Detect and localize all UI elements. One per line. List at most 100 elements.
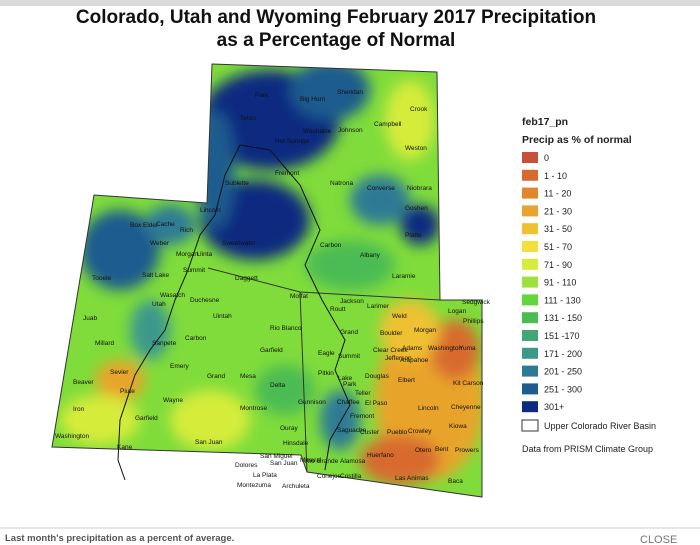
county-label: Lincoln xyxy=(200,207,221,214)
legend-label: 51 - 70 xyxy=(544,242,572,252)
legend-swatch xyxy=(522,330,538,341)
legend-label: 151 -170 xyxy=(544,331,580,341)
legend-label: 21 - 30 xyxy=(544,206,572,216)
county-label: Cache xyxy=(156,221,175,228)
legend-heading: Precip as % of normal xyxy=(522,134,632,146)
county-label: Park xyxy=(343,381,357,388)
county-label: San Juan xyxy=(270,460,298,467)
county-label: Morgan xyxy=(176,251,198,258)
county-label: Kiowa xyxy=(449,423,467,430)
county-label: Adams xyxy=(402,345,423,352)
county-label: Gunnison xyxy=(298,399,326,406)
county-label: Lake xyxy=(338,375,352,382)
county-label: Washington xyxy=(55,433,89,440)
county-label: Millard xyxy=(95,340,115,347)
county-label: Grand xyxy=(340,329,358,336)
legend-label: 131 - 150 xyxy=(544,313,582,323)
legend-label: 11 - 20 xyxy=(544,189,571,199)
legend-label: 91 - 110 xyxy=(544,278,576,288)
legend-label: 1 - 10 xyxy=(544,171,567,181)
county-label: Salt Lake xyxy=(142,272,169,279)
legend-swatch xyxy=(522,312,538,324)
county-label: Mesa xyxy=(240,373,256,380)
county-label: Delta xyxy=(270,382,286,389)
legend: feb17_pn Precip as % of normal 0 1 - 10 11… xyxy=(521,116,656,432)
county-label: Logan xyxy=(448,308,466,315)
county-label: Iron xyxy=(73,406,85,413)
county-label: Utah xyxy=(152,301,166,308)
county-label: Laramie xyxy=(392,273,416,280)
county-label: Hinsdale xyxy=(283,440,309,447)
county-label: Yuma xyxy=(459,345,476,352)
county-label: Box Elder xyxy=(130,222,159,229)
county-label: Fremont xyxy=(350,413,374,420)
legend-swatch xyxy=(522,276,538,288)
precip-raster xyxy=(52,64,482,497)
county-label: Rio Grande xyxy=(305,458,339,465)
county-label: Garfield xyxy=(135,415,158,422)
county-label: Rich xyxy=(180,227,193,234)
county-label: Carbon xyxy=(185,335,207,342)
county-label: Clear Creek xyxy=(373,347,408,354)
county-label: Sedgwick xyxy=(462,299,491,306)
county-label: Moffat xyxy=(290,293,308,300)
county-label: Carbon xyxy=(320,242,342,249)
county-label: Natrona xyxy=(330,180,354,187)
county-label: Huerfano xyxy=(367,452,394,459)
county-label: Grand xyxy=(207,373,225,380)
county-label: Jefferson xyxy=(385,355,412,362)
county-label: Washakie xyxy=(303,128,332,135)
county-label: Duchesne xyxy=(190,297,220,304)
legend-label: 71 - 90 xyxy=(544,260,572,270)
county-label: Routt xyxy=(330,306,346,313)
county-label: Sanpete xyxy=(152,340,177,347)
county-label: Sevier xyxy=(110,369,129,376)
county-label: Tooele xyxy=(92,275,112,282)
county-label: Teton xyxy=(240,115,256,122)
caption: Last month's precipitation as a percent … xyxy=(5,533,234,544)
county-label: Kit Carson xyxy=(453,380,484,387)
close-button[interactable]: CLOSE xyxy=(640,534,677,545)
map-title: as a Percentage of Normal xyxy=(217,30,456,51)
county-label: San Juan xyxy=(195,439,223,446)
county-label: Fremont xyxy=(275,170,299,177)
legend-swatch xyxy=(522,241,538,252)
county-label: Crowley xyxy=(408,428,432,435)
county-label: Johnson xyxy=(338,127,363,134)
legend-swatch xyxy=(522,383,538,395)
legend-swatch xyxy=(522,169,538,181)
county-label: Kane xyxy=(117,444,133,451)
county-labels: Park Big Horn Sheridan Crook Teton Washakie Jo… xyxy=(55,89,491,490)
county-label: Otero xyxy=(415,447,432,454)
county-label: La Plata xyxy=(253,472,277,479)
county-label: Elbert xyxy=(398,377,415,384)
browser-tab-strip xyxy=(0,0,700,6)
county-label: Park xyxy=(255,92,269,99)
county-label: Daggett xyxy=(235,275,258,282)
county-label: Weld xyxy=(392,313,407,320)
county-label: Platte xyxy=(405,232,422,239)
legend-swatch xyxy=(522,294,538,306)
county-label: Jackson xyxy=(340,298,364,305)
county-label: Las Animas xyxy=(395,475,429,482)
county-label: Douglas xyxy=(365,373,390,380)
legend-swatch xyxy=(522,347,538,359)
county-label: Archuleta xyxy=(282,483,310,490)
county-label: Chaffee xyxy=(337,399,360,406)
county-label: Uintah xyxy=(213,313,232,320)
county-label: Sheridan xyxy=(337,89,363,96)
county-label: Montrose xyxy=(240,405,267,412)
state-boundaries xyxy=(207,267,441,473)
basin-boundary xyxy=(117,144,351,481)
county-label: Washington xyxy=(428,345,462,352)
county-label: Prowers xyxy=(455,447,480,454)
map-title: Colorado, Utah and Wyoming February 2017… xyxy=(76,7,596,28)
county-label: Cheyenne xyxy=(451,404,481,411)
county-label: Bent xyxy=(435,446,449,453)
county-label: Goshen xyxy=(405,205,428,212)
county-label: Phillips xyxy=(463,318,484,325)
county-label: Campbell xyxy=(374,121,402,128)
county-label: Dolores xyxy=(235,462,258,469)
